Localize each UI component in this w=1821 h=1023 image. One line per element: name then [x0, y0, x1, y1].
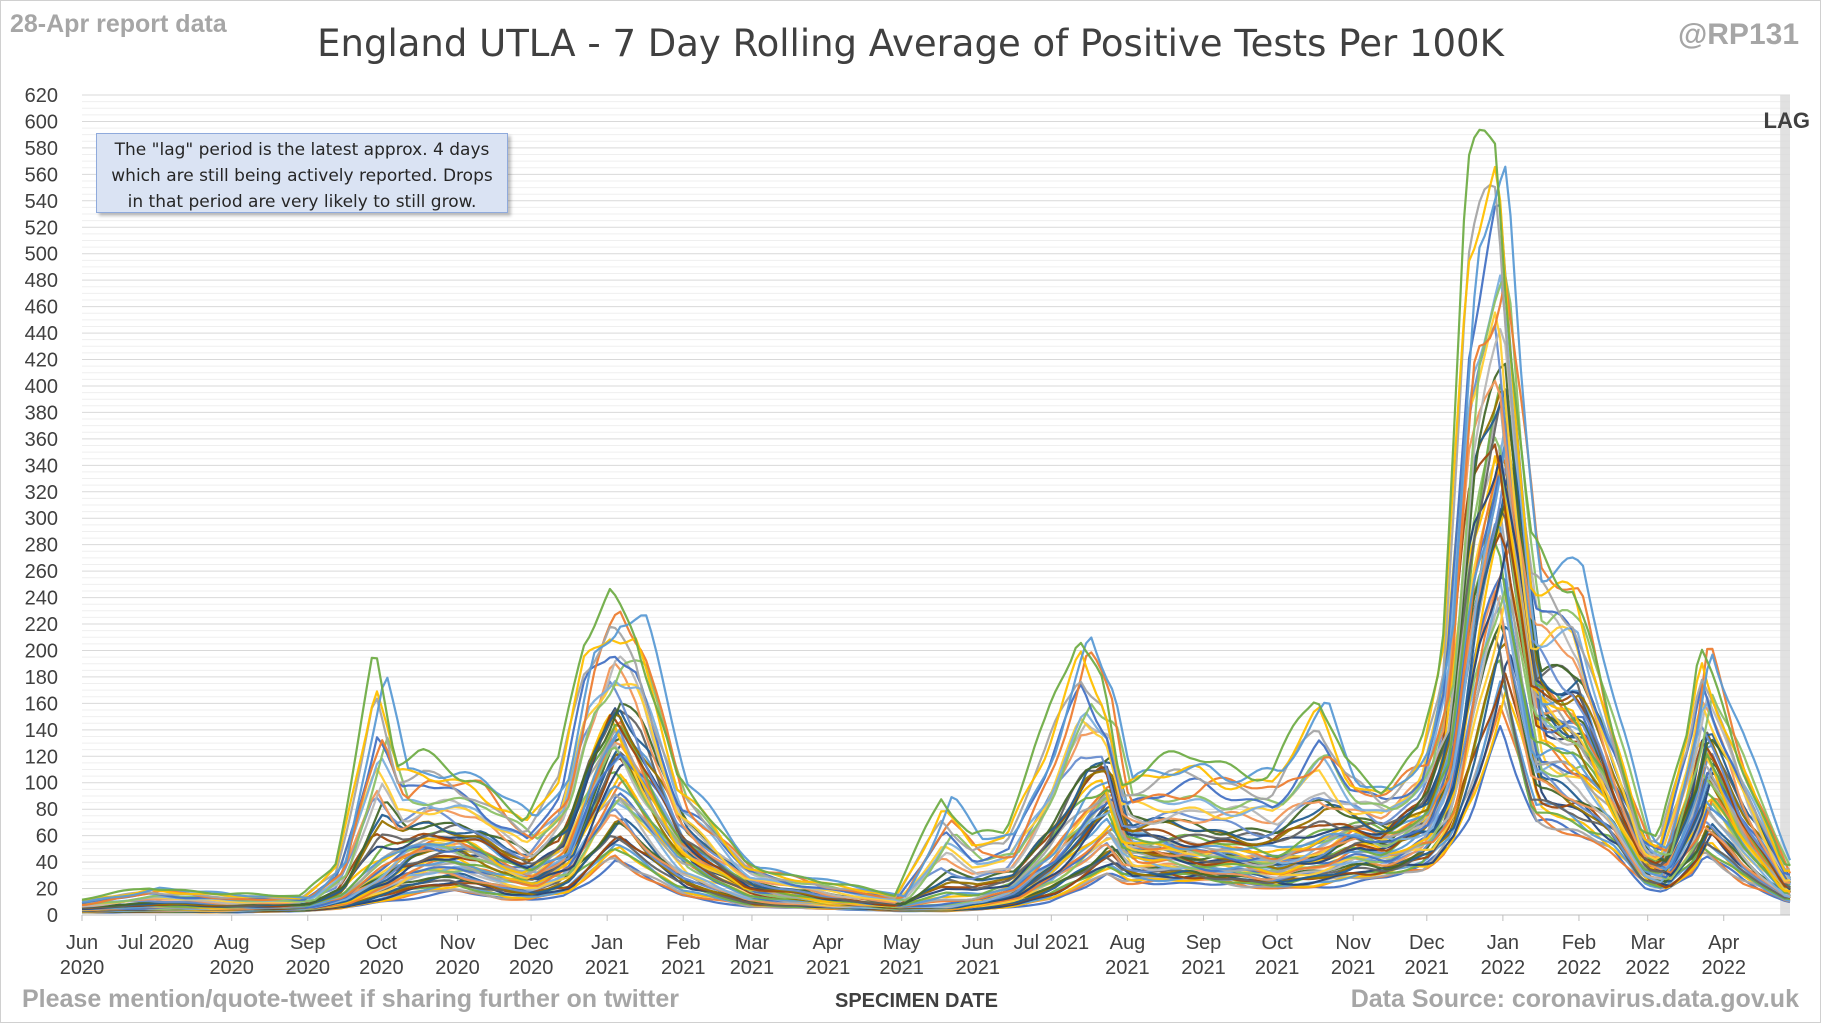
- y-tick-label: 240: [25, 588, 58, 610]
- x-tick-label: Nov: [440, 932, 476, 954]
- y-tick-label: 140: [25, 720, 58, 742]
- footer-share-note: Please mention/quote-tweet if sharing fu…: [22, 985, 680, 1013]
- x-tick-label-year: 2021: [806, 957, 851, 979]
- x-tick-label: Aug: [1110, 932, 1146, 954]
- y-tick-label: 420: [25, 350, 58, 372]
- lag-note-line-2: which are still being actively reported.…: [111, 166, 493, 186]
- y-tick-label: 20: [36, 879, 58, 901]
- lag-note-line-1: The "lag" period is the latest approx. 4…: [114, 140, 490, 160]
- lag-note-box: The "lag" period is the latest approx. 4…: [96, 133, 508, 213]
- x-tick-label-year: 2021: [661, 957, 706, 979]
- author-handle: @RP131: [1678, 18, 1799, 51]
- y-tick-label: 340: [25, 455, 58, 477]
- x-tick-label-year: 2021: [730, 957, 775, 979]
- x-tick-label: Jul 2021: [1014, 932, 1090, 954]
- footer-data-source: Data Source: coronavirus.data.gov.uk: [1350, 985, 1799, 1013]
- y-tick-label: 160: [25, 693, 58, 715]
- x-tick-label-year: 2021: [879, 957, 924, 979]
- y-tick-label: 360: [25, 429, 58, 451]
- x-tick-label-year: 2020: [60, 957, 105, 979]
- x-tick-label: Oct: [1262, 932, 1294, 954]
- y-tick-label: 260: [25, 561, 58, 583]
- lag-label: LAG: [1764, 108, 1810, 133]
- y-tick-label: 580: [25, 138, 58, 160]
- x-tick-label-year: 2021: [1255, 957, 1300, 979]
- y-tick-label: 320: [25, 482, 58, 504]
- x-tick-label: Mar: [735, 932, 770, 954]
- area-series-line: [81, 128, 1791, 901]
- y-tick-label: 300: [25, 508, 58, 530]
- y-tick-label: 180: [25, 667, 58, 689]
- y-tick-label: 440: [25, 323, 58, 345]
- x-tick-label: Jun: [962, 932, 994, 954]
- x-tick-label-year: 2022: [1481, 957, 1526, 979]
- chart-title: England UTLA - 7 Day Rolling Average of …: [317, 22, 1504, 65]
- x-tick-label-year: 2022: [1701, 957, 1746, 979]
- x-tick-label: Dec: [1409, 932, 1445, 954]
- y-tick-label: 560: [25, 164, 58, 186]
- x-tick-label-year: 2021: [1181, 957, 1226, 979]
- x-axis-label: SPECIMEN DATE: [835, 990, 998, 1012]
- lag-region: LAG: [1764, 95, 1810, 915]
- y-tick-label: 100: [25, 773, 58, 795]
- x-tick-label-year: 2022: [1557, 957, 1602, 979]
- lag-note-line-3: in that period are very likely to still …: [127, 192, 477, 212]
- x-tick-label: Dec: [513, 932, 549, 954]
- x-tick-label-year: 2021: [955, 957, 1000, 979]
- x-tick-label: Feb: [666, 932, 700, 954]
- y-tick-label: 620: [25, 85, 58, 107]
- x-tick-label: May: [883, 932, 921, 954]
- y-tick-label: 480: [25, 270, 58, 292]
- y-tick-label: 120: [25, 746, 58, 768]
- y-tick-label: 80: [36, 799, 58, 821]
- y-tick-label: 0: [47, 905, 58, 927]
- x-tick-label: Jul 2020: [118, 932, 194, 954]
- area-series-line: [81, 401, 1791, 910]
- x-tick-label: Apr: [812, 932, 843, 954]
- series-lines: [81, 128, 1792, 914]
- x-tick-label-year: 2020: [286, 957, 331, 979]
- y-axis-ticks: 0 20 40 60 80 100 120 140 160 180 200 220 240 260 280 3…: [25, 85, 58, 927]
- x-tick-label: Jan: [1487, 932, 1519, 954]
- x-tick-label: Mar: [1630, 932, 1665, 954]
- y-tick-label: 200: [25, 640, 58, 662]
- x-tick-label: Jun: [66, 932, 98, 954]
- x-tick-label: Oct: [366, 932, 398, 954]
- y-tick-label: 280: [25, 535, 58, 557]
- x-tick-label: Apr: [1708, 932, 1739, 954]
- x-tick-label-year: 2020: [359, 957, 404, 979]
- x-tick-label: Jan: [591, 932, 623, 954]
- x-tick-label-year: 2020: [209, 957, 254, 979]
- y-tick-label: 540: [25, 191, 58, 213]
- report-date-label: 28-Apr report data: [10, 10, 227, 38]
- x-tick-label-year: 2022: [1625, 957, 1670, 979]
- x-tick-label-year: 2020: [509, 957, 554, 979]
- x-tick-label: Sep: [1186, 932, 1222, 954]
- y-tick-label: 520: [25, 217, 58, 239]
- y-tick-label: 600: [25, 111, 58, 133]
- y-tick-label: 460: [25, 297, 58, 319]
- x-tick-label: Aug: [214, 932, 250, 954]
- x-tick-label-year: 2021: [1331, 957, 1376, 979]
- y-tick-label: 220: [25, 614, 58, 636]
- x-tick-label: Nov: [1335, 932, 1371, 954]
- area-series-line: [81, 165, 1792, 903]
- y-tick-label: 40: [36, 852, 58, 874]
- x-tick-label-year: 2021: [1105, 957, 1150, 979]
- x-axis-ticks: Jun 2020 Jul 2020 Aug 2020 Sep 2020 Oct 2020 Nov 2…: [60, 915, 1746, 979]
- lag-shade: [1780, 95, 1790, 915]
- area-series-line: [81, 362, 1791, 908]
- x-tick-label-year: 2020: [435, 957, 480, 979]
- y-tick-label: 500: [25, 244, 58, 266]
- y-tick-label: 400: [25, 376, 58, 398]
- x-tick-label-year: 2021: [585, 957, 630, 979]
- x-tick-label-year: 2021: [1405, 957, 1450, 979]
- y-tick-label: 60: [36, 826, 58, 848]
- x-tick-label: Feb: [1562, 932, 1596, 954]
- x-tick-label: Sep: [290, 932, 326, 954]
- y-tick-label: 380: [25, 402, 58, 424]
